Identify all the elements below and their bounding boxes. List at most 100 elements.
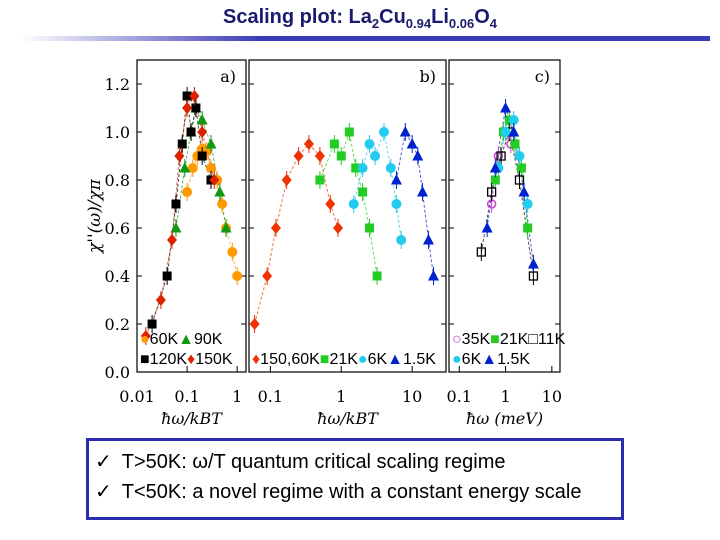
y-tick-label: 1.0 xyxy=(105,123,130,142)
y-tick-label: 1.2 xyxy=(105,75,130,94)
data-point xyxy=(196,114,208,125)
panel-label: a) xyxy=(220,67,236,86)
data-point xyxy=(167,234,178,246)
legend-label: 21K xyxy=(500,331,529,348)
x-tick-label: 0.1 xyxy=(174,387,199,406)
page-title: Scaling plot: La2Cu0.94Li0.06O4 xyxy=(222,6,497,31)
data-point xyxy=(423,234,435,245)
legend-label: 21K xyxy=(329,351,358,368)
legend-marker: ● xyxy=(452,351,462,368)
legend-marker: ♦ xyxy=(187,351,195,368)
data-point xyxy=(508,126,520,137)
data-point xyxy=(197,151,207,161)
data-point xyxy=(348,199,359,209)
x-tick-label: 1 xyxy=(232,387,242,406)
bullet-item: ✓ T<50K: a novel regime with a constant e… xyxy=(95,481,582,503)
panel-frame xyxy=(248,59,447,373)
data-point xyxy=(406,138,418,149)
fit-curve xyxy=(395,130,435,277)
y-tick-label: 0.2 xyxy=(105,315,130,334)
legend-marker: ■ xyxy=(490,331,500,348)
data-point xyxy=(187,163,198,173)
data-point xyxy=(496,151,506,161)
legend-label: 6K xyxy=(368,351,388,368)
x-axis-label: ħω (meV) xyxy=(466,409,543,428)
data-point xyxy=(197,126,208,138)
data-point xyxy=(399,126,411,137)
legend-label: 60K xyxy=(150,331,179,348)
check-icon: ✓ xyxy=(95,481,112,503)
data-point xyxy=(490,175,500,185)
data-point xyxy=(162,271,172,281)
data-point xyxy=(333,222,344,234)
data-point xyxy=(514,151,525,161)
legend-label: 1.5K xyxy=(497,351,530,368)
data-point xyxy=(209,174,220,186)
data-point xyxy=(155,294,166,306)
fit-curve xyxy=(480,130,534,277)
legend-marker: ▲ xyxy=(178,331,194,348)
check-icon: ✓ xyxy=(95,451,112,473)
data-point xyxy=(189,90,200,102)
data-point xyxy=(140,330,151,342)
data-point xyxy=(514,175,525,185)
legend-label: 150K xyxy=(195,351,233,368)
legend-label: 35K xyxy=(462,331,491,348)
panel-label: b) xyxy=(420,67,436,86)
data-point xyxy=(527,258,539,269)
x-axis-label: ħω/kBT xyxy=(161,409,223,428)
data-point xyxy=(396,235,407,245)
data-point xyxy=(370,151,381,161)
legend-label: 11K xyxy=(538,331,566,348)
x-tick-label: 1 xyxy=(336,387,346,406)
legend-row: ■120K♦150K xyxy=(140,351,233,368)
legend-marker: ▲ xyxy=(387,351,403,368)
data-point xyxy=(417,186,429,197)
data-point xyxy=(227,247,238,257)
legend-marker: ■ xyxy=(140,351,150,368)
data-point xyxy=(293,150,304,162)
legend-row: ♦150,60K■21K●6K▲1.5K xyxy=(252,351,436,368)
x-axis-label: ħω/kBT xyxy=(317,409,379,428)
data-point xyxy=(486,187,497,197)
data-point xyxy=(214,186,226,197)
data-point xyxy=(364,139,375,149)
data-point xyxy=(182,91,192,101)
data-point xyxy=(364,223,374,233)
y-axis-label: χ''(ω)/χπ xyxy=(85,178,105,254)
data-point xyxy=(385,163,396,173)
data-point xyxy=(217,199,228,209)
fit-curve xyxy=(145,94,215,337)
data-point xyxy=(205,163,216,173)
legend-row: ●60K▲90K xyxy=(140,331,223,348)
x-tick-label: 0.1 xyxy=(447,387,472,406)
data-point xyxy=(232,271,243,281)
data-point xyxy=(516,163,526,173)
panel-frame xyxy=(136,59,247,373)
data-point xyxy=(329,139,339,149)
legend-marker: □ xyxy=(528,331,538,348)
data-point xyxy=(508,115,519,125)
legend-marker: ● xyxy=(358,351,368,368)
x-tick-label: 1 xyxy=(500,387,510,406)
data-point xyxy=(325,198,336,210)
legend-label: 1.5K xyxy=(403,351,436,368)
legend-label: 120K xyxy=(150,351,188,368)
data-point xyxy=(523,223,533,233)
legend-row: ○35K■21K□11K xyxy=(452,331,566,348)
data-point xyxy=(378,127,389,137)
data-point xyxy=(174,150,185,162)
data-point xyxy=(205,138,217,149)
data-point xyxy=(303,138,314,150)
legend-marker: ■ xyxy=(320,351,330,368)
panel-frame xyxy=(448,59,561,373)
conclusions-box: ✓ T>50K: ω/T quantum critical scaling reg… xyxy=(86,438,624,520)
y-tick-label: 0.8 xyxy=(105,171,130,190)
x-tick-label: 0.01 xyxy=(119,387,155,406)
data-point xyxy=(170,222,182,233)
data-point xyxy=(358,187,368,197)
data-point xyxy=(357,163,368,173)
x-tick-label: 0.1 xyxy=(258,387,283,406)
legend-marker: ♦ xyxy=(252,351,260,368)
data-point xyxy=(412,150,424,161)
